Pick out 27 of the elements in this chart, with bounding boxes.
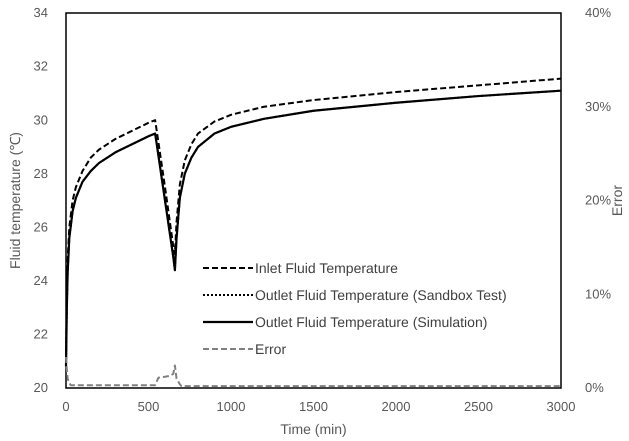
x-tick-label: 2000 xyxy=(382,399,410,414)
y2-tick-label: 0% xyxy=(585,380,604,396)
legend-label: Inlet Fluid Temperature xyxy=(255,260,398,276)
legend-label: Outlet Fluid Temperature (Sandbox Test) xyxy=(255,286,507,303)
x-tick-label: 2500 xyxy=(464,399,493,414)
x-axis-title: Time (min) xyxy=(280,421,347,437)
y2-tick-label: 20% xyxy=(585,192,612,208)
y-tick-label: 26 xyxy=(34,219,48,234)
x-tick-label: 1500 xyxy=(299,399,328,414)
y-tick-label: 20 xyxy=(34,380,48,396)
y2-tick-label: 40% xyxy=(585,5,612,20)
y-tick-label: 24 xyxy=(34,273,48,288)
y2-tick-label: 10% xyxy=(585,286,612,302)
y-axis-title: Fluid temperature (℃) xyxy=(7,132,23,269)
y2-axis-title: Error xyxy=(609,184,625,216)
y-tick-label: 30 xyxy=(34,112,48,128)
x-tick-label: 1000 xyxy=(216,399,246,414)
y-tick-label: 32 xyxy=(34,58,48,74)
legend-label: Error xyxy=(255,340,286,357)
y-tick-label: 28 xyxy=(34,166,48,181)
y-tick-label: 34 xyxy=(34,5,48,20)
y2-tick-label: 30% xyxy=(585,98,612,114)
x-tick-label: 3000 xyxy=(546,399,576,414)
legend-label: Outlet Fluid Temperature (Simulation) xyxy=(255,314,488,330)
x-tick-label: 500 xyxy=(138,399,160,414)
y-tick-label: 22 xyxy=(34,326,48,342)
x-tick-label: 0 xyxy=(62,399,70,414)
